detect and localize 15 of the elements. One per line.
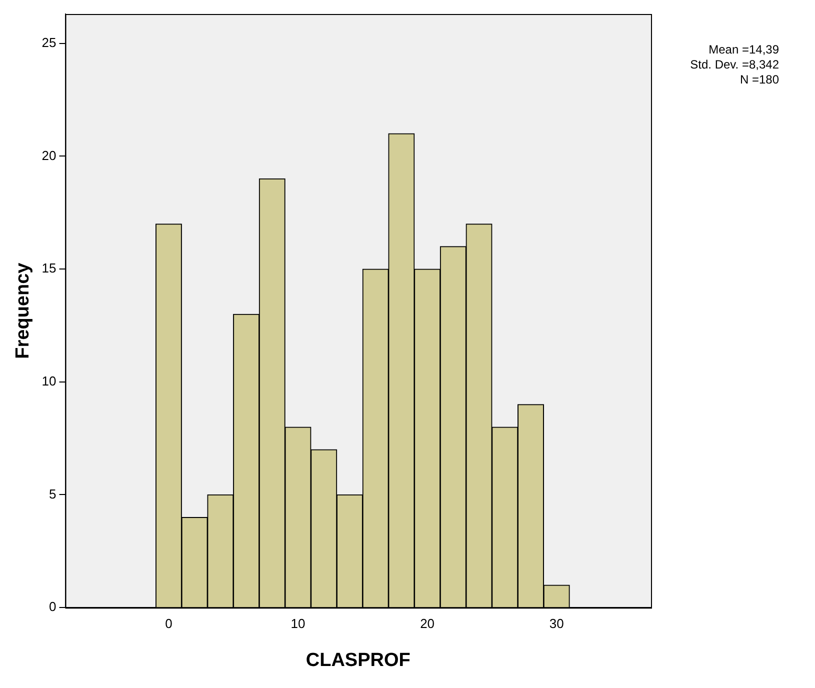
x-tick-label: 0 [165,616,172,631]
x-tick-label: 30 [549,616,564,631]
text: Std. Dev. =8,342 [690,57,780,72]
y-tick-label: 15 [42,260,56,276]
y-tick-label: 25 [42,34,56,50]
x-axis-title: CLASPROF [306,650,410,671]
y-tick-label: 20 [42,148,56,163]
y-tick-label: 10 [42,373,56,388]
text: Mean =14,39 [708,42,780,56]
y-tick-label: 5 [49,486,56,502]
x-tick-label: 10 [290,616,306,631]
text: N =180 [740,72,780,86]
x-tick-label: 20 [420,616,435,631]
y-tick-label: 0 [49,599,56,614]
y-axis-title: Frequency [12,262,34,359]
